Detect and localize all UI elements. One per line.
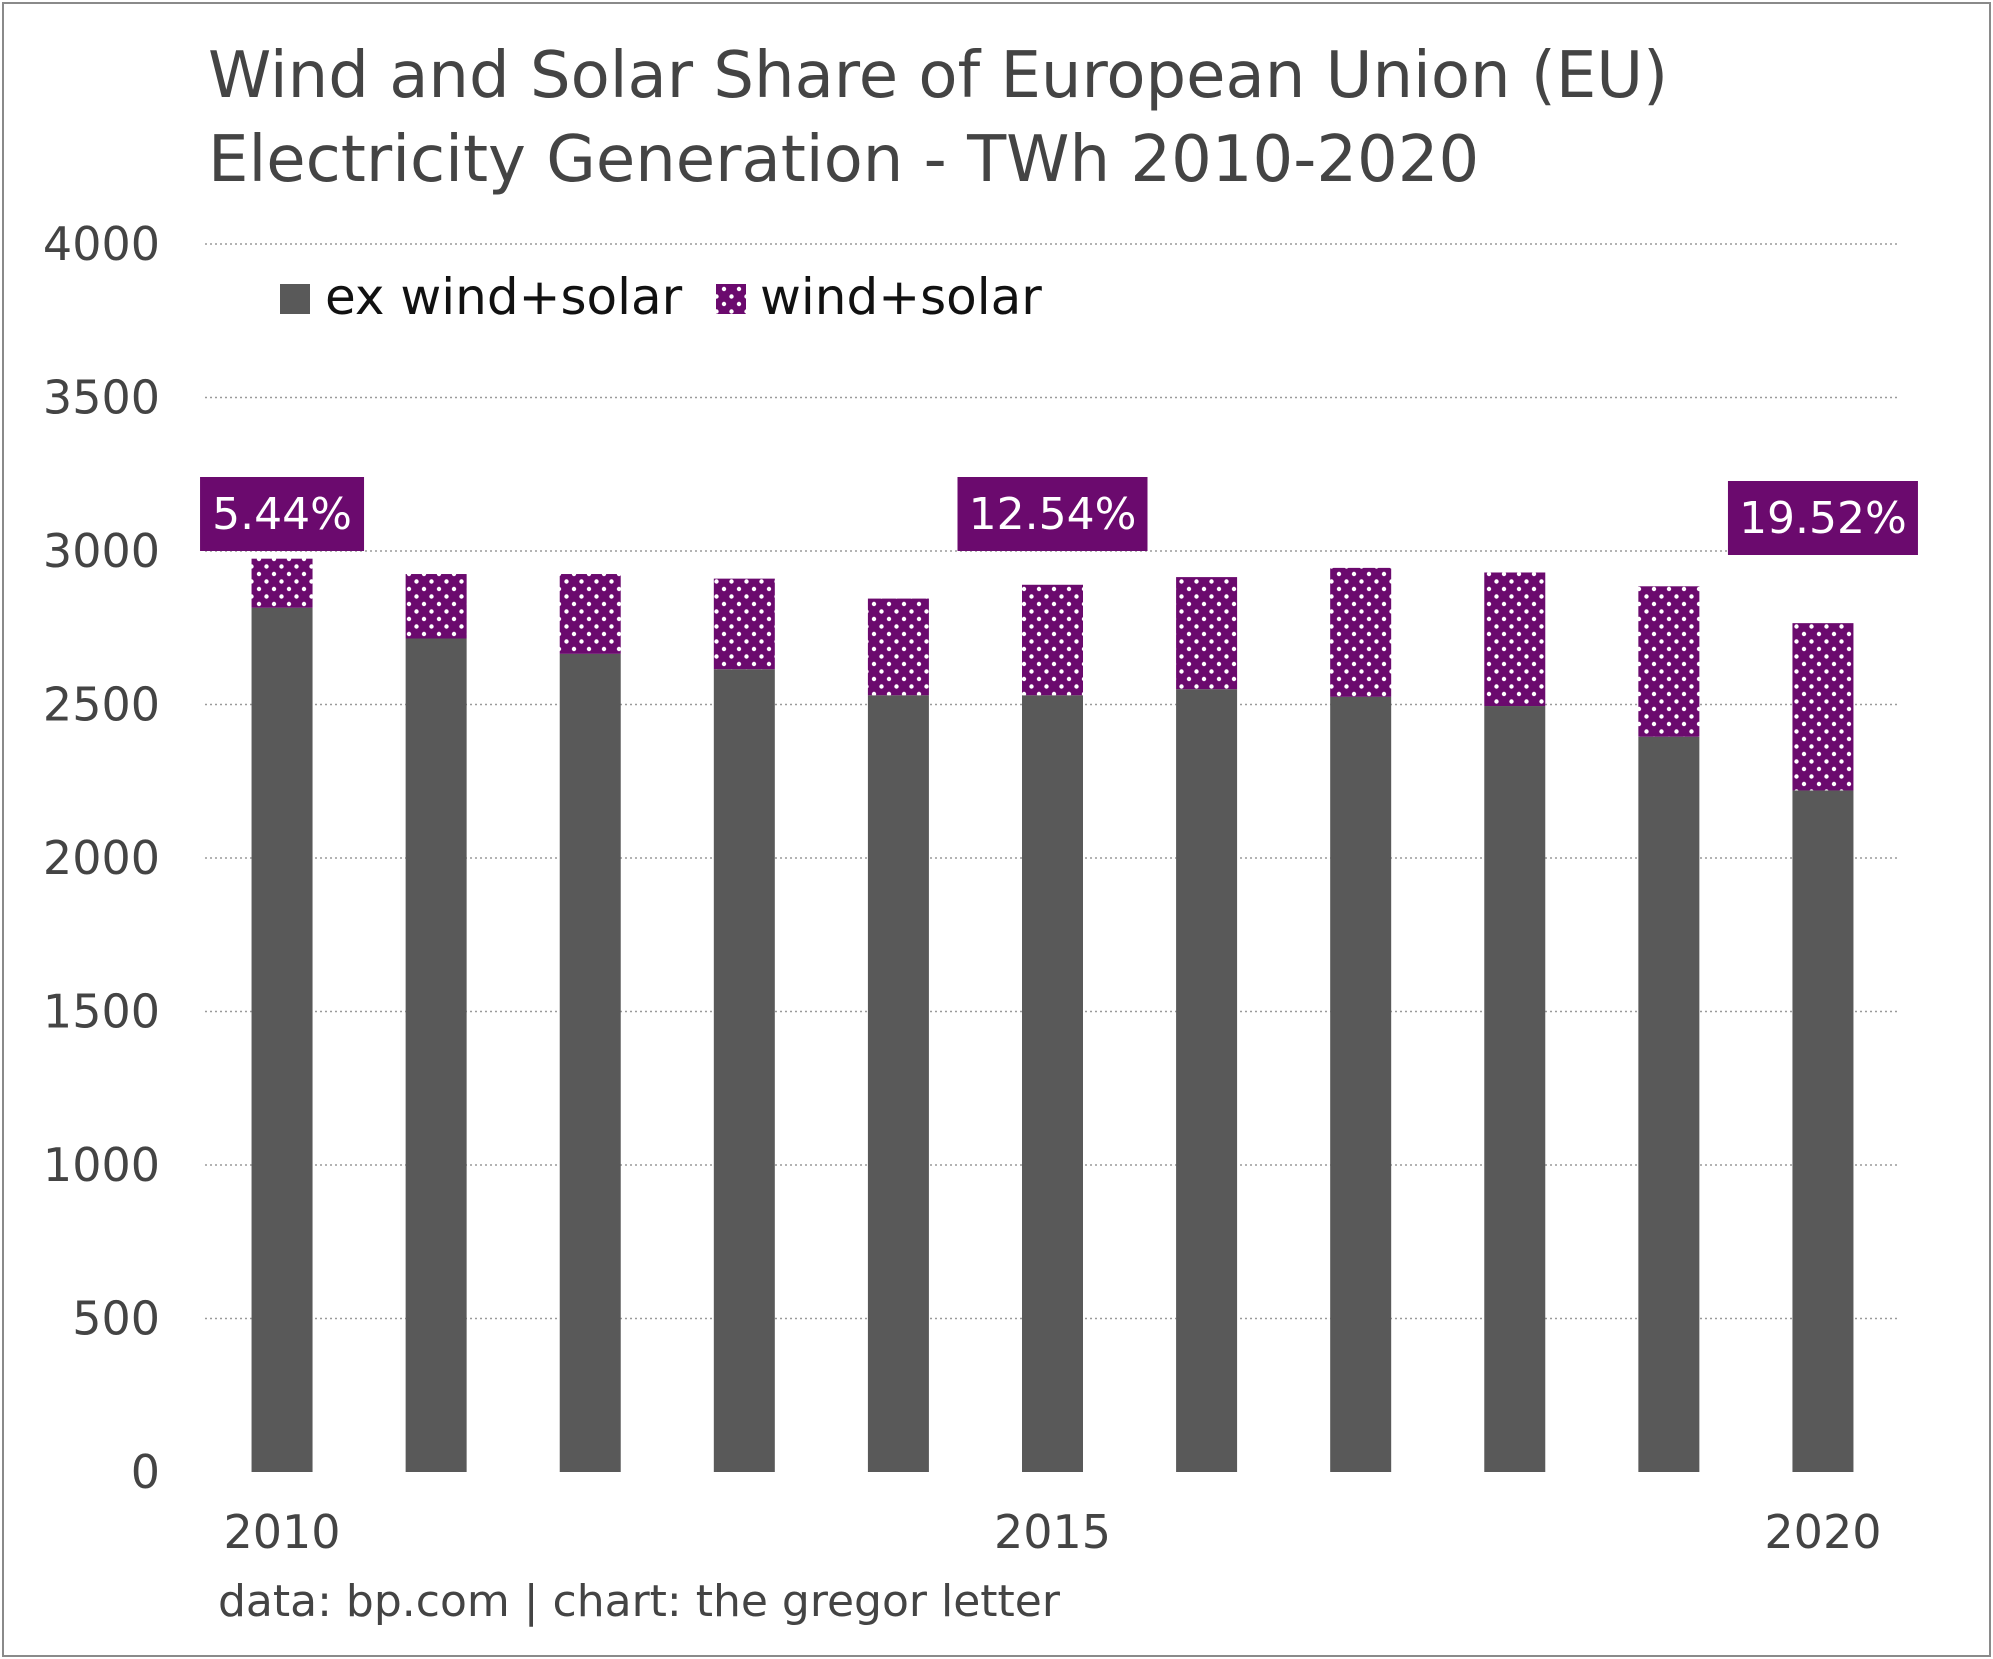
chart-title-line-1: Wind and Solar Share of European Union (…	[208, 39, 1669, 113]
bar-ex-wind-solar	[1792, 790, 1854, 1472]
bar-ex-wind-solar	[405, 638, 467, 1472]
annotations: 5.44% 12.54% 19.52%	[200, 477, 1918, 555]
y-tick-label: 3000	[43, 524, 160, 578]
bar-wind-solar	[1792, 623, 1854, 791]
y-tick-label: 1500	[43, 985, 160, 1039]
bar-ex-wind-solar	[867, 695, 929, 1472]
y-axis-tick-labels: 0 500 1000 1500 2000 2500 3000 3500 4000	[43, 217, 160, 1499]
y-tick-label: 1000	[43, 1138, 160, 1192]
y-tick-label: 2500	[43, 678, 160, 732]
y-tick-label: 4000	[43, 217, 160, 271]
source-note: data: bp.com | chart: the gregor letter	[218, 1576, 1060, 1627]
x-tick-label: 2015	[994, 1505, 1111, 1559]
legend-label-wind-solar: wind+solar	[760, 268, 1042, 326]
annotation-box	[200, 477, 365, 551]
legend-swatch-ex-wind-solar	[280, 284, 310, 314]
bar-wind-solar	[1176, 577, 1238, 690]
annotation-box	[1727, 481, 1918, 555]
bar-ex-wind-solar	[1330, 696, 1392, 1472]
bar-ex-wind-solar	[713, 669, 775, 1472]
bar-wind-solar	[251, 558, 313, 608]
chart-title-line-2: Electricity Generation - TWh 2010-2020	[208, 123, 1480, 197]
bar-wind-solar	[1330, 567, 1392, 697]
bar-ex-wind-solar	[251, 607, 313, 1472]
legend: ex wind+solar wind+solar	[280, 268, 1042, 326]
y-tick-label: 3500	[43, 371, 160, 425]
legend-swatch-wind-solar	[716, 284, 746, 314]
chart-title: Wind and Solar Share of European Union (…	[208, 34, 1668, 202]
bar-ex-wind-solar	[559, 653, 621, 1472]
y-tick-label: 500	[72, 1292, 160, 1346]
bar-wind-solar	[713, 578, 775, 670]
x-tick-label: 2020	[1764, 1505, 1881, 1559]
annotation-label: 5.44%	[212, 489, 352, 540]
bar-ex-wind-solar	[1176, 689, 1238, 1472]
bar-wind-solar	[867, 598, 929, 696]
x-tick-label: 2010	[224, 1505, 341, 1559]
legend-label-ex-wind-solar: ex wind+solar	[325, 268, 683, 326]
y-tick-label: 2000	[43, 831, 160, 885]
annotation-label: 19.52%	[1739, 493, 1907, 544]
bar-wind-solar	[1022, 584, 1083, 696]
x-axis-tick-labels: 2010 2015 2020	[224, 1505, 1882, 1559]
y-tick-label: 0	[131, 1445, 160, 1499]
bar-wind-solar	[405, 574, 467, 639]
annotation-box	[957, 477, 1148, 551]
bars	[251, 558, 1854, 1472]
bar-wind-solar	[559, 574, 621, 654]
bar-ex-wind-solar	[1022, 695, 1083, 1472]
bar-ex-wind-solar	[1638, 736, 1700, 1472]
bar-wind-solar	[1484, 572, 1546, 707]
annotation-label: 12.54%	[969, 489, 1137, 540]
bar-wind-solar	[1638, 586, 1700, 737]
bar-ex-wind-solar	[1484, 706, 1546, 1472]
